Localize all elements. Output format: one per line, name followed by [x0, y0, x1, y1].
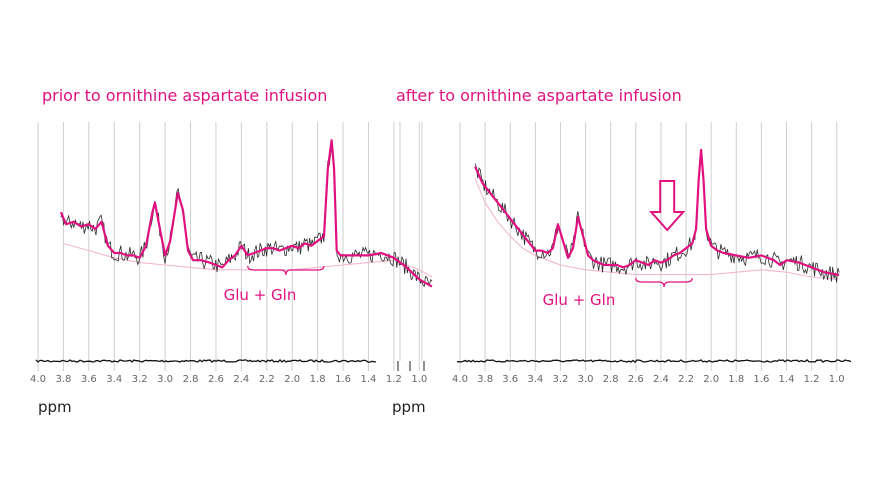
- glu-gln-brace: [247, 265, 325, 276]
- x-tick-label: 3.6: [502, 374, 518, 385]
- x-tick-label: 3.2: [553, 374, 569, 385]
- x-tick-label: 1.8: [728, 374, 744, 385]
- x-tick-label: 1.0: [829, 374, 845, 385]
- x-tick-label: 3.4: [527, 374, 543, 385]
- down-arrow-icon: [648, 180, 686, 232]
- x-tick-label: 3.2: [132, 374, 148, 385]
- fitted-spectrum-line: [474, 148, 840, 276]
- left-x-axis-unit: ppm: [38, 398, 72, 416]
- right-chart: 4.0 3.8 3.6 3.4 3.2 3.0 2.8 2.6 2.4 2.2 2.0 1.8 1.6 1…: [452, 122, 852, 385]
- x-tick-label: 1.4: [779, 374, 795, 385]
- x-tick-label: 1.2: [804, 374, 820, 385]
- fitted-spectrum-line: [59, 139, 433, 288]
- x-tick-label: 3.4: [106, 374, 122, 385]
- right-x-axis-unit: ppm: [392, 398, 426, 416]
- x-tick-label: 1.4: [360, 374, 376, 385]
- x-tick-label: 2.2: [259, 374, 275, 385]
- x-tick-label: 1.8: [310, 374, 326, 385]
- raw-spectrum-line: [60, 145, 433, 288]
- x-tick-label: 3.6: [81, 374, 97, 385]
- x-tick-label: 2.2: [678, 374, 694, 385]
- x-tick-label: 1.6: [335, 374, 351, 385]
- x-tick-label: 2.0: [703, 374, 719, 385]
- x-tick-label: 3.0: [157, 374, 173, 385]
- x-tick-label: 2.8: [183, 374, 199, 385]
- x-tick-label: 3.8: [55, 374, 71, 385]
- x-axis-baseline: [456, 359, 852, 363]
- glu-gln-label: Glu + Gln: [543, 291, 616, 309]
- x-tick-label: 3.8: [477, 374, 493, 385]
- glu-gln-label: Glu + Gln: [224, 286, 297, 304]
- baseline-curve: [474, 178, 837, 280]
- left-panel-title: prior to ornithine aspartate infusion: [42, 86, 328, 105]
- x-tick-label: 1.6: [753, 374, 769, 385]
- x-tick-label: 2.6: [208, 374, 224, 385]
- x-tick-label: 3.0: [578, 374, 594, 385]
- x-tick-label: 2.6: [628, 374, 644, 385]
- x-tick-label: 2.8: [603, 374, 619, 385]
- x-tick-label: 2.4: [233, 374, 249, 385]
- x-tick-label: 1.2: [386, 374, 402, 385]
- right-panel-title: after to ornithine aspartate infusion: [396, 86, 682, 105]
- x-tick-label: 4.0: [452, 374, 468, 385]
- x-tick-label: 1.0: [411, 374, 427, 385]
- left-chart: 4.0 3.8 3.6 3.4 3.2 3.0 2.8 2.6 2.4 2.2 2.0 1.8 1.6 1…: [30, 122, 433, 385]
- x-tick-label: 2.0: [284, 374, 300, 385]
- x-tick-label: 2.4: [653, 374, 669, 385]
- x-axis-baseline: [35, 358, 377, 363]
- glu-gln-brace: [635, 277, 693, 288]
- x-tick-label: 4.0: [30, 374, 46, 385]
